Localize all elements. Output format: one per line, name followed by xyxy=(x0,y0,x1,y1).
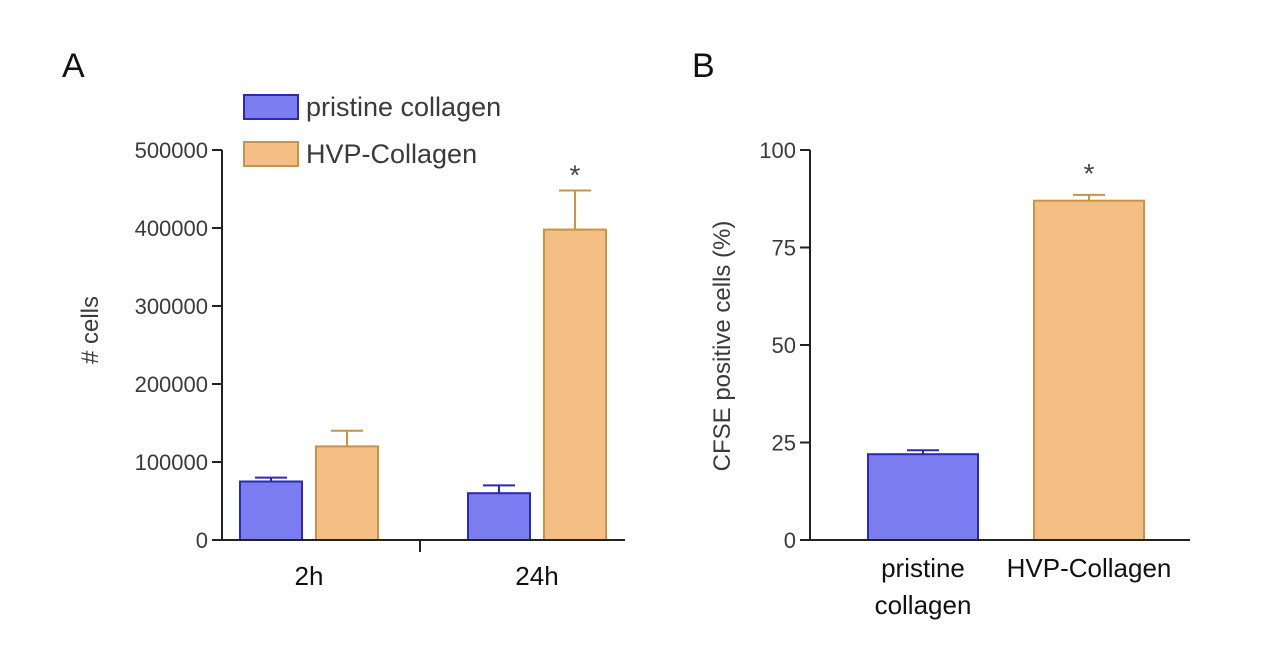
y-tick-label: 100000 xyxy=(135,450,208,475)
x-tick-label: HVP-Collagen xyxy=(1007,553,1172,583)
y-tick-label: 500000 xyxy=(135,138,208,163)
legend-swatch-hvp-collagen xyxy=(243,141,299,167)
panel-a-label: A xyxy=(62,47,85,85)
bar-hvp-collagen xyxy=(1033,199,1145,541)
x-tick-label: pristine xyxy=(881,553,965,583)
x-axis-labels-b: pristine collagen HVP-Collagen xyxy=(875,553,1172,620)
y-tick-label: 400000 xyxy=(135,216,208,241)
bar-pristine-collagen-2h xyxy=(239,480,303,541)
x-tick-label: collagen xyxy=(875,590,972,620)
x-tick-label: 2h xyxy=(295,561,324,591)
legend-label-hvp-collagen: HVP-Collagen xyxy=(306,139,477,169)
bar-hvp-collagen-24h xyxy=(543,228,607,541)
y-tick-label: 300000 xyxy=(135,294,208,319)
y-tick-label: 200000 xyxy=(135,372,208,397)
y-axis-ticks-b: 0 25 50 75 100 xyxy=(759,138,810,553)
legend-swatch-pristine-collagen xyxy=(243,94,299,120)
bars-a xyxy=(239,189,607,542)
bar-pristine-collagen-24h xyxy=(467,492,531,542)
y-tick-label: 0 xyxy=(784,528,796,553)
panel-b-label: B xyxy=(692,47,715,85)
y-tick-label: 75 xyxy=(772,236,796,261)
y-tick-label: 25 xyxy=(772,431,796,456)
significance-star-a: * xyxy=(570,160,581,191)
significance-star-b: * xyxy=(1084,158,1095,189)
y-tick-label: 100 xyxy=(759,138,796,163)
legend-label-pristine-collagen: pristine collagen xyxy=(306,92,501,122)
bars-b xyxy=(867,193,1145,542)
y-axis-title-a: # cells xyxy=(77,296,104,364)
x-tick-label: 24h xyxy=(515,561,558,591)
panel-a: A pristine collagen HVP-Collagen # cells… xyxy=(62,47,625,591)
bar-hvp-collagen-2h xyxy=(315,445,379,541)
bar-pristine-collagen xyxy=(867,453,979,542)
legend: pristine collagen HVP-Collagen xyxy=(243,92,501,169)
x-axis-labels-a: 2h 24h xyxy=(295,561,559,591)
y-tick-label: 50 xyxy=(772,333,796,358)
y-tick-label: 0 xyxy=(196,528,208,553)
panel-b: B CFSE positive cells (%) 0 25 50 75 100 pri… xyxy=(692,47,1190,620)
y-axis-title-b: CFSE positive cells (%) xyxy=(709,221,736,472)
y-axis-ticks-a: 0 100000 200000 300000 400000 500000 xyxy=(135,138,222,553)
